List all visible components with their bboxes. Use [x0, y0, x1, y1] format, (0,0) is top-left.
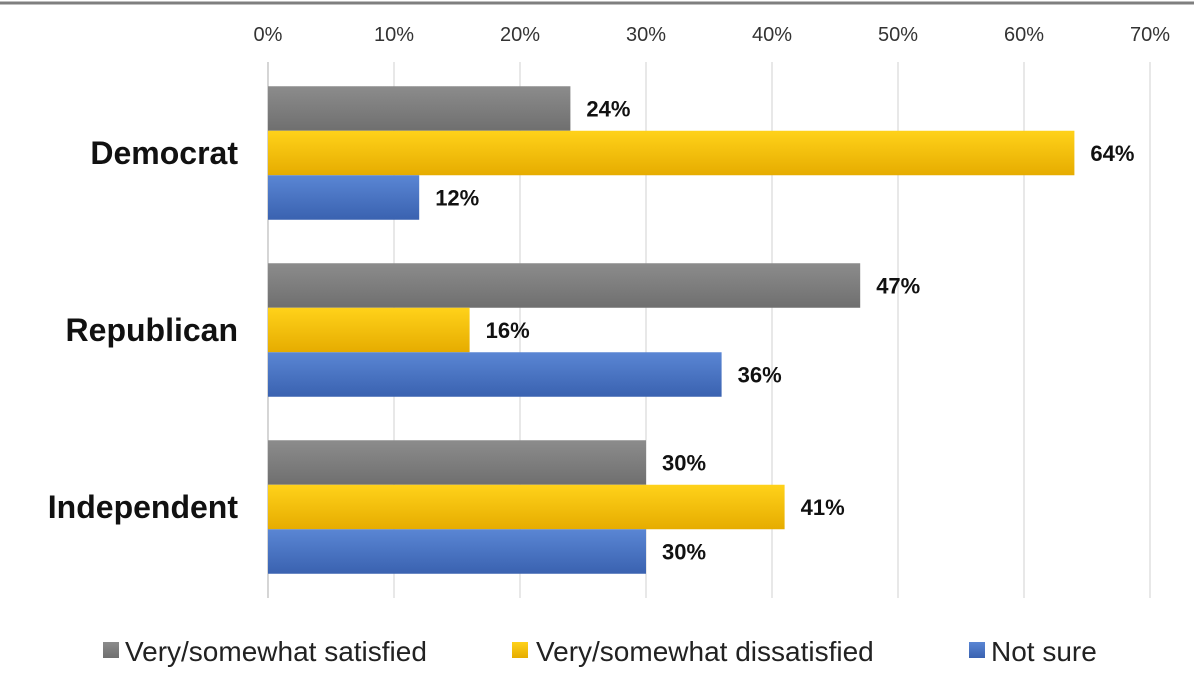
x-tick-label: 20% — [500, 24, 540, 46]
bar — [268, 440, 646, 485]
bar — [268, 352, 722, 397]
x-tick-label: 10% — [374, 24, 414, 46]
legend-swatch — [512, 642, 528, 658]
legend-label: Very/somewhat satisfied — [125, 636, 427, 667]
x-tick-label: 60% — [1004, 24, 1044, 46]
bar — [268, 529, 646, 574]
bar — [268, 307, 470, 353]
data-label: 47% — [876, 274, 920, 299]
x-axis-ticks: 0% 10% 20% 30% 40% 50% 60% 70% — [254, 24, 1171, 46]
data-label: 30% — [662, 451, 706, 476]
data-labels: 24% 64% 12% 47% 16% 36% 30% 41% 30% — [435, 97, 1134, 565]
bars — [268, 86, 1075, 574]
bar — [268, 86, 571, 131]
category-label: Democrat — [90, 135, 238, 171]
data-label: 24% — [586, 97, 630, 122]
bar — [268, 130, 1075, 176]
legend-item: Very/somewhat satisfied — [103, 636, 427, 667]
x-tick-label: 40% — [752, 24, 792, 46]
x-tick-label: 0% — [254, 24, 283, 46]
legend-swatch — [969, 642, 985, 658]
bar — [268, 175, 420, 220]
bar — [268, 263, 861, 308]
bar — [268, 484, 785, 530]
data-label: 12% — [435, 186, 479, 211]
data-label: 41% — [801, 495, 845, 520]
category-label: Independent — [48, 489, 239, 525]
legend-swatch — [103, 642, 119, 658]
category-label: Republican — [66, 312, 238, 348]
legend-item: Not sure — [969, 636, 1097, 667]
legend: Very/somewhat satisfied Very/somewhat dis… — [103, 636, 1097, 667]
legend-label: Not sure — [991, 636, 1097, 667]
category-labels: Democrat Republican Independent — [48, 135, 239, 525]
data-label: 30% — [662, 540, 706, 565]
data-label: 64% — [1090, 141, 1134, 166]
x-tick-label: 70% — [1130, 24, 1170, 46]
data-label: 36% — [738, 363, 782, 388]
legend-label: Very/somewhat dissatisfied — [536, 636, 874, 667]
legend-item: Very/somewhat dissatisfied — [512, 636, 874, 667]
data-label: 16% — [486, 318, 530, 343]
x-tick-label: 50% — [878, 24, 918, 46]
x-tick-label: 30% — [626, 24, 666, 46]
